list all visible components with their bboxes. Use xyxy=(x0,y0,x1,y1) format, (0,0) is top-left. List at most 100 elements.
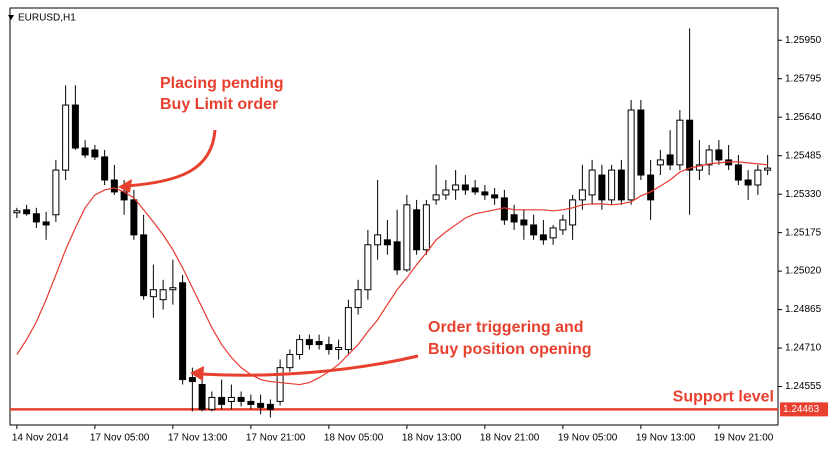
y-tick-label: 1.24555 xyxy=(785,381,822,392)
candle-body xyxy=(101,156,109,181)
candle-body xyxy=(442,189,450,196)
candle-body xyxy=(559,219,567,231)
candle-body xyxy=(764,167,772,171)
candle-body xyxy=(13,210,21,214)
x-tick-label: 14 Nov 2014 xyxy=(12,433,69,444)
candle-body xyxy=(520,219,528,226)
support-label: Support level xyxy=(673,389,774,406)
candle-body xyxy=(110,179,118,193)
x-tick-label: 19 Nov 05:00 xyxy=(558,433,618,444)
x-tick-label: 18 Nov 05:00 xyxy=(324,433,384,444)
annotation-text: Placing pending xyxy=(160,75,284,92)
candle-body xyxy=(578,189,586,201)
candle-body xyxy=(676,119,684,166)
candle-body xyxy=(364,244,372,291)
y-tick-label: 1.25640 xyxy=(785,112,822,123)
candle-body xyxy=(354,289,362,309)
arrow-head xyxy=(118,179,132,193)
candle-body xyxy=(169,287,177,291)
candle-body xyxy=(530,224,538,236)
candle-body xyxy=(452,184,460,191)
y-tick-label: 1.25020 xyxy=(785,266,822,277)
candle-body xyxy=(432,194,440,201)
candle-body xyxy=(500,197,508,221)
candle-body xyxy=(413,209,421,251)
candle-body xyxy=(179,282,187,381)
price-label: 1.24463 xyxy=(783,404,820,415)
x-tick-label: 18 Nov 13:00 xyxy=(402,433,462,444)
candle-body xyxy=(91,149,99,158)
x-tick-label: 18 Nov 21:00 xyxy=(480,433,540,444)
y-tick-label: 1.25485 xyxy=(785,150,822,161)
candle-body xyxy=(666,154,674,166)
candle-body xyxy=(247,400,255,405)
candle-body xyxy=(325,344,333,351)
candle-body xyxy=(62,104,70,171)
y-tick-label: 1.24865 xyxy=(785,304,822,315)
y-tick-label: 1.25330 xyxy=(785,189,822,200)
candle-body xyxy=(715,149,723,161)
candle-body xyxy=(188,377,196,383)
marks xyxy=(10,28,778,418)
candle-body xyxy=(491,194,499,199)
candle-body xyxy=(403,204,411,271)
moving-average-line xyxy=(16,161,768,386)
candle-body xyxy=(71,104,79,149)
candle-body xyxy=(656,159,664,166)
candle-body xyxy=(149,289,157,298)
candle-body xyxy=(52,169,60,216)
y-tick-label: 1.25795 xyxy=(785,73,822,84)
candle-body xyxy=(734,164,742,181)
candle-body xyxy=(296,339,304,356)
annotation-text: Buy position opening xyxy=(428,341,592,358)
candle-body xyxy=(510,214,518,223)
candle-body xyxy=(81,147,89,156)
candle-body xyxy=(383,239,391,246)
candle-body xyxy=(744,179,752,186)
candle-body xyxy=(315,341,323,346)
candle-body xyxy=(461,184,469,191)
candle-body xyxy=(237,396,245,402)
x-tick-label: 17 Nov 05:00 xyxy=(90,433,150,444)
candle-body xyxy=(549,227,557,239)
annotation-text: Buy Limit order xyxy=(160,96,278,113)
candle-body xyxy=(286,354,294,369)
candle-body xyxy=(257,402,265,408)
candle-body xyxy=(637,109,645,176)
x-tick-label: 19 Nov 13:00 xyxy=(636,433,696,444)
x-tick-label: 17 Nov 13:00 xyxy=(168,433,228,444)
annotation-arrow xyxy=(199,354,419,377)
candle-body xyxy=(569,199,577,226)
candle-body xyxy=(588,169,596,196)
candle-body xyxy=(374,234,382,246)
x-tick-label: 17 Nov 21:00 xyxy=(246,433,306,444)
candle-body xyxy=(471,187,479,193)
plot-frame xyxy=(9,7,779,426)
candle-body xyxy=(305,339,313,346)
candle-body xyxy=(617,169,625,201)
candle-body xyxy=(686,119,694,171)
candle-body xyxy=(42,221,50,226)
annotation-text: Order triggering and xyxy=(428,319,584,336)
y-tick-label: 1.25175 xyxy=(785,227,822,238)
candle-body xyxy=(344,307,352,351)
x-tick-label: 19 Nov 21:00 xyxy=(714,433,774,444)
candle-body xyxy=(539,234,547,241)
candle-body xyxy=(695,164,703,171)
candle-body xyxy=(198,384,206,410)
symbol-menu-icon[interactable] xyxy=(8,15,14,20)
candle-body xyxy=(608,169,616,201)
candle-body xyxy=(335,347,343,351)
candle-body xyxy=(266,403,274,410)
candle-body xyxy=(208,396,216,410)
candle-body xyxy=(276,367,284,402)
annotation-arrow xyxy=(125,129,217,188)
chart-title: EURUSD,H1 xyxy=(18,13,76,24)
candle-body xyxy=(705,149,713,166)
y-tick-label: 1.25950 xyxy=(785,35,822,46)
candle-body xyxy=(754,169,762,186)
candle-body xyxy=(32,213,40,223)
candle-body xyxy=(227,396,235,402)
